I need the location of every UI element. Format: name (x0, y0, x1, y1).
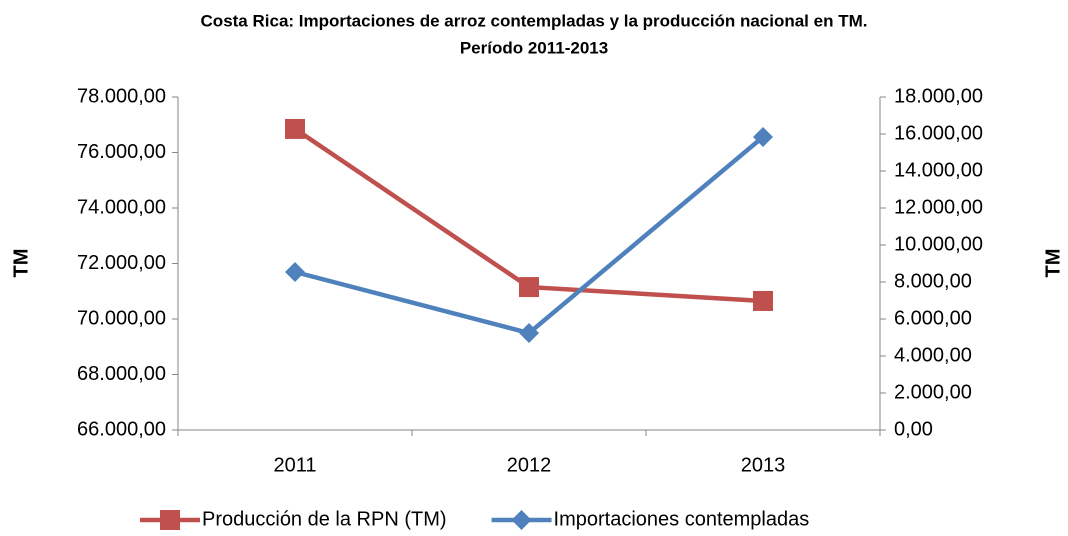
x-tick-label: 2011 (273, 454, 316, 476)
x-tick-label: 2013 (741, 454, 786, 476)
data-point (753, 126, 773, 147)
y2-tick-label: 6.000,00 (894, 307, 972, 329)
legend-label: Producción de la RPN (TM) (202, 508, 447, 530)
y-tick-label: 66.000,00 (77, 418, 166, 440)
legend-marker (511, 510, 532, 530)
y-axis-title: TM (10, 249, 32, 278)
data-point (285, 262, 305, 283)
y-tick-label: 74.000,00 (77, 196, 166, 218)
y-tick-label: 78.000,00 (77, 85, 166, 107)
data-point (519, 323, 539, 344)
y2-tick-label: 12.000,00 (894, 196, 983, 218)
y-tick-label: 68.000,00 (77, 363, 166, 385)
y2-tick-label: 16.000,00 (894, 122, 983, 144)
y2-tick-label: 4.000,00 (894, 344, 972, 366)
y2-tick-label: 18.000,00 (894, 85, 983, 107)
y-tick-label: 70.000,00 (77, 307, 166, 329)
y2-tick-label: 0,00 (894, 418, 933, 440)
legend-label: Importaciones contempladas (554, 508, 810, 530)
series-line (294, 135, 765, 336)
data-point (285, 118, 305, 139)
y2-tick-label: 8.000,00 (894, 270, 972, 292)
chart-title: Costa Rica: Importaciones de arroz conte… (201, 11, 868, 30)
y-tick-label: 72.000,00 (77, 252, 166, 274)
data-point (519, 277, 539, 298)
y2-tick-label: 14.000,00 (894, 159, 983, 181)
data-point (753, 290, 773, 311)
y2-tick-label: 2.000,00 (894, 381, 972, 403)
y2-axis-title: TM (1042, 249, 1064, 278)
y-tick-label: 76.000,00 (77, 141, 166, 163)
y2-tick-label: 10.000,00 (894, 233, 983, 255)
series-line (293, 127, 764, 304)
x-tick-label: 2012 (507, 454, 552, 476)
legend-marker (160, 510, 180, 530)
chart-subtitle: Período 2011-2013 (460, 38, 608, 57)
